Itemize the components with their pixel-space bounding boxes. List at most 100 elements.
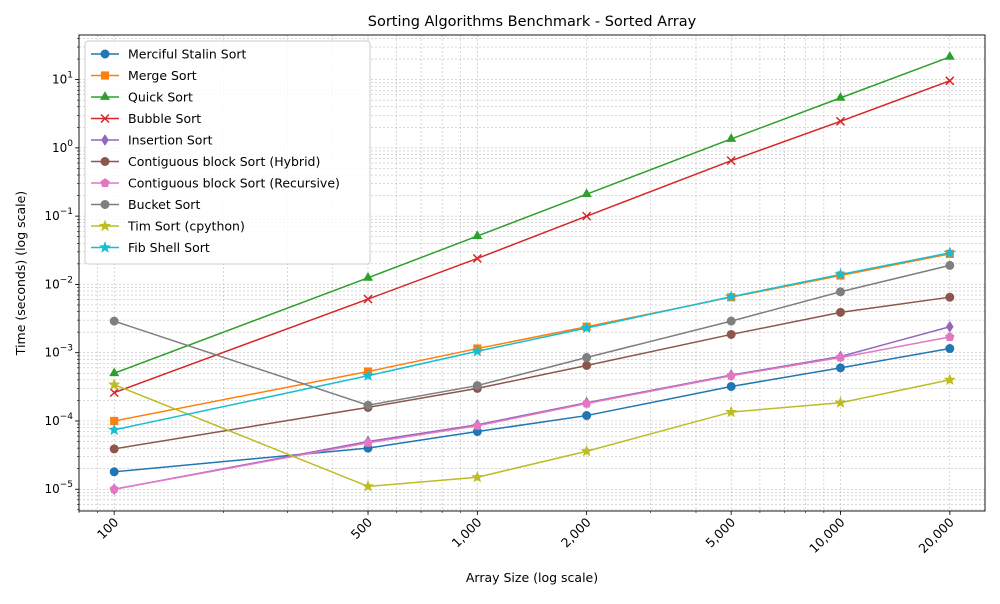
legend-entry: Contiguous block Sort (Hybrid) bbox=[91, 154, 320, 169]
data-point bbox=[471, 344, 484, 357]
legend-label: Contiguous block Sort (Hybrid) bbox=[128, 154, 320, 169]
data-point bbox=[726, 156, 736, 166]
legend: Merciful Stalin Sort Merge Sort Quick Sort… bbox=[84, 40, 371, 265]
data-point bbox=[363, 294, 373, 304]
legend-entry: Quick Sort bbox=[91, 90, 193, 105]
plot-frame bbox=[78, 34, 986, 512]
grid bbox=[78, 35, 985, 511]
data-point bbox=[109, 316, 119, 326]
legend-label: Fib Shell Sort bbox=[128, 240, 210, 255]
data-point bbox=[581, 188, 592, 198]
legend-marker bbox=[100, 71, 110, 80]
data-point bbox=[944, 51, 955, 60]
data-point bbox=[361, 369, 375, 381]
data-point bbox=[109, 484, 119, 494]
data-point bbox=[472, 230, 483, 240]
legend-label: Tim Sort (cpython) bbox=[127, 219, 245, 234]
data-point bbox=[109, 367, 120, 377]
chart-title: Sorting Algorithms Benchmark - Sorted Ar… bbox=[368, 14, 697, 30]
data-point bbox=[472, 253, 482, 263]
legend-label: Contiguous block Sort (Recursive) bbox=[128, 176, 340, 191]
legend-entry: Contiguous block Sort (Recursive) bbox=[91, 176, 340, 191]
data-point bbox=[834, 396, 847, 408]
data-point bbox=[363, 437, 373, 447]
legend-label: Merciful Stalin Sort bbox=[128, 47, 247, 62]
legend-label: Merge Sort bbox=[128, 68, 197, 83]
legend-label: Bucket Sort bbox=[128, 197, 200, 212]
x-axis-label: Array Size (log scale) bbox=[466, 570, 598, 585]
series-10 bbox=[108, 246, 956, 436]
data-point bbox=[945, 260, 955, 270]
y-axis-ticks: 10−5 10−4 10−3 10−2 10−1 100 101 bbox=[44, 38, 79, 511]
y-tick-label: 10−5 bbox=[44, 480, 73, 496]
legend-marker bbox=[100, 178, 110, 187]
data-point bbox=[943, 373, 956, 386]
data-point bbox=[946, 320, 954, 333]
legend-marker bbox=[100, 157, 110, 166]
legend-marker bbox=[100, 113, 110, 124]
data-point bbox=[835, 307, 845, 317]
data-point bbox=[109, 388, 119, 398]
data-point bbox=[582, 360, 592, 370]
legend-entry: Bucket Sort bbox=[91, 197, 200, 212]
data-point bbox=[108, 378, 121, 390]
legend-entry: Tim Sort (cpython) bbox=[91, 219, 245, 234]
data-point bbox=[835, 352, 846, 362]
data-point bbox=[726, 370, 736, 380]
data-point bbox=[725, 405, 738, 418]
data-point bbox=[472, 381, 482, 391]
legend-marker bbox=[98, 219, 112, 232]
y-tick-label: 101 bbox=[52, 71, 73, 87]
series-9 bbox=[108, 373, 956, 492]
series-1 bbox=[109, 344, 955, 477]
data-point bbox=[363, 400, 373, 410]
series-4 bbox=[109, 76, 955, 398]
data-point bbox=[945, 332, 955, 341]
y-tick-label: 10−2 bbox=[44, 275, 73, 291]
data-point bbox=[945, 344, 955, 354]
legend-label: Insertion Sort bbox=[128, 133, 213, 148]
legend-entry: Merge Sort bbox=[91, 68, 197, 83]
legend-marker bbox=[100, 200, 110, 209]
data-point bbox=[582, 211, 592, 221]
data-point bbox=[582, 411, 592, 421]
legend-entry: Insertion Sort bbox=[91, 133, 213, 148]
data-point bbox=[109, 467, 119, 477]
legend-box bbox=[84, 40, 371, 265]
data-point bbox=[726, 133, 737, 142]
legend-label: Quick Sort bbox=[128, 90, 193, 105]
data-point bbox=[943, 246, 956, 259]
legend-entry: Fib Shell Sort bbox=[91, 240, 210, 255]
legend-entry: Bubble Sort bbox=[91, 111, 201, 126]
data-point bbox=[835, 363, 845, 373]
data-point bbox=[580, 444, 593, 457]
data-point bbox=[361, 479, 375, 492]
legend-label: Bubble Sort bbox=[128, 111, 201, 126]
data-point bbox=[580, 321, 593, 334]
data-point bbox=[835, 287, 845, 297]
data-point bbox=[581, 398, 592, 408]
series-7 bbox=[109, 332, 955, 494]
series-3 bbox=[109, 51, 955, 377]
y-tick-label: 10−1 bbox=[44, 207, 73, 223]
data-point bbox=[109, 444, 119, 454]
series-8 bbox=[109, 260, 955, 410]
data-point bbox=[835, 92, 846, 101]
y-tick-label: 10−3 bbox=[44, 344, 73, 360]
data-point bbox=[472, 420, 483, 430]
data-point bbox=[726, 381, 736, 391]
y-tick-label: 10−4 bbox=[44, 412, 73, 428]
legend-marker bbox=[100, 49, 110, 59]
data-point bbox=[835, 116, 846, 126]
data-point bbox=[725, 290, 738, 302]
data-point bbox=[108, 423, 121, 436]
data-point bbox=[726, 316, 736, 326]
data-point bbox=[945, 292, 955, 302]
legend-entry: Merciful Stalin Sort bbox=[91, 47, 247, 62]
data-point bbox=[582, 353, 592, 363]
data-point bbox=[726, 329, 736, 339]
data-point bbox=[945, 76, 955, 86]
y-axis-label: Time (seconds) (log scale) bbox=[13, 191, 28, 356]
